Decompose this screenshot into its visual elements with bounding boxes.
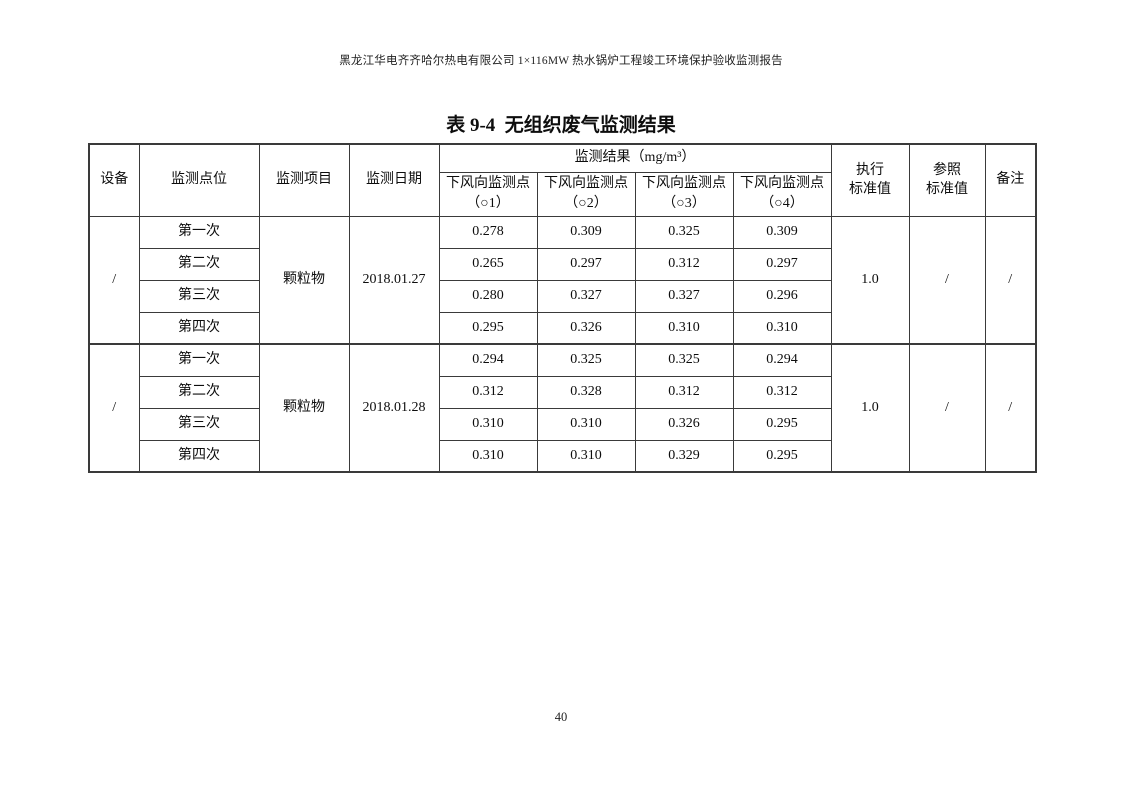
- cell-point: 第一次: [138, 215, 260, 249]
- cell-value: 0.310: [536, 407, 636, 441]
- downwind-3-line1: 下风向监测点: [642, 176, 726, 192]
- table-row: 第二次 0.312 0.328 0.312 0.312: [89, 375, 1036, 409]
- cell-point: 第二次: [138, 247, 260, 281]
- downwind-3-line2: （○3）: [662, 196, 706, 211]
- col-header-equipment: 设备: [88, 143, 140, 217]
- downwind-4-line2: （○4）: [760, 196, 804, 211]
- cell-item: 颗粒物: [258, 215, 350, 345]
- header-row-1: 设备 监测点位 监测项目 监测日期 监测结果（mg/m³） 执行 标准值 参照 …: [88, 143, 1037, 217]
- cell-value: 0.312: [438, 375, 538, 409]
- cell-point: 第三次: [138, 279, 260, 313]
- group-2018-01-28: / 第一次 颗粒物 2018.01.28 0.294 0.325 0.325 0…: [88, 343, 1037, 473]
- downwind-1-line2: （○1）: [466, 196, 510, 211]
- cell-value: 0.294: [438, 343, 538, 377]
- monitoring-results-table: 设备 监测点位 监测项目 监测日期 监测结果（mg/m³） 执行 标准值 参照 …: [88, 143, 1037, 473]
- group-2018-01-27: / 第一次 颗粒物 2018.01.27 0.278 0.309 0.325 0…: [88, 215, 1037, 345]
- table-row: / 第一次 颗粒物 2018.01.27 0.278 0.309 0.325 0…: [88, 215, 1037, 345]
- cell-point: 第二次: [138, 375, 260, 409]
- downwind-4-line1: 下风向监测点: [740, 176, 824, 192]
- cell-value: 0.280: [438, 279, 538, 313]
- cell-remark: /: [984, 343, 1037, 473]
- cell-value: 0.327: [536, 279, 636, 313]
- exec-standard-line2: 标准值: [849, 182, 891, 198]
- cell-value: 0.309: [732, 215, 832, 249]
- cell-point: 第四次: [138, 311, 260, 345]
- cell-value: 0.312: [634, 375, 734, 409]
- col-header-monitoring-date: 监测日期: [348, 143, 440, 217]
- cell-exec-standard: 1.0: [830, 343, 910, 473]
- cell-value: 0.310: [732, 311, 832, 345]
- exec-standard-line1: 执行: [856, 162, 884, 178]
- cell-value: 0.327: [634, 279, 734, 313]
- cell-value: 0.329: [634, 439, 734, 473]
- cell-date: 2018.01.28: [348, 343, 440, 473]
- table-row: 第三次 0.310 0.310 0.326 0.295: [89, 407, 1036, 441]
- col-header-downwind-1: 下风向监测点 （○1）: [438, 171, 538, 217]
- cell-equipment: /: [88, 343, 140, 473]
- table-title: 表 9-4 无组织废气监测结果: [446, 115, 676, 136]
- cell-value: 0.296: [732, 279, 832, 313]
- table-row: / 第一次 颗粒物 2018.01.28 0.294 0.325 0.325 0…: [88, 343, 1037, 473]
- col-header-exec-standard: 执行 标准值: [830, 143, 910, 217]
- table-row: 第四次 0.295 0.326 0.310 0.310: [89, 311, 1036, 345]
- cell-value: 0.326: [634, 407, 734, 441]
- cell-ref-standard: /: [908, 343, 986, 473]
- cell-value: 0.295: [732, 407, 832, 441]
- col-header-monitoring-point: 监测点位: [138, 143, 260, 217]
- cell-value: 0.295: [438, 311, 538, 345]
- cell-value: 0.325: [536, 343, 636, 377]
- cell-equipment: /: [88, 215, 140, 345]
- downwind-2-line2: （○2）: [564, 196, 608, 211]
- cell-value: 0.278: [438, 215, 538, 249]
- cell-value: 0.294: [732, 343, 832, 377]
- cell-value: 0.312: [732, 375, 832, 409]
- report-running-header: 黑龙江华电齐齐哈尔热电有限公司 1×116MW 热水锅炉工程竣工环境保护验收监测…: [339, 55, 783, 67]
- cell-value: 0.328: [536, 375, 636, 409]
- col-header-downwind-2: 下风向监测点 （○2）: [536, 171, 636, 217]
- downwind-2-line1: 下风向监测点: [544, 176, 628, 192]
- cell-value: 0.325: [634, 215, 734, 249]
- cell-value: 0.310: [536, 439, 636, 473]
- table-row: 第三次 0.280 0.327 0.327 0.296: [89, 279, 1036, 313]
- cell-value: 0.325: [634, 343, 734, 377]
- cell-value: 0.310: [438, 407, 538, 441]
- col-header-results-group: 监测结果（mg/m³）: [438, 143, 832, 173]
- cell-point: 第三次: [138, 407, 260, 441]
- cell-point: 第一次: [138, 343, 260, 377]
- cell-exec-standard: 1.0: [830, 215, 910, 345]
- col-header-ref-standard: 参照 标准值: [908, 143, 986, 217]
- cell-remark: /: [984, 215, 1037, 345]
- cell-date: 2018.01.27: [348, 215, 440, 345]
- cell-value: 0.310: [438, 439, 538, 473]
- ref-standard-line2: 标准值: [926, 182, 968, 198]
- table-row: 第二次 0.265 0.297 0.312 0.297: [89, 247, 1036, 281]
- col-header-downwind-3: 下风向监测点 （○3）: [634, 171, 734, 217]
- cell-item: 颗粒物: [258, 343, 350, 473]
- cell-value: 0.297: [536, 247, 636, 281]
- cell-point: 第四次: [138, 439, 260, 473]
- table-row: 第四次 0.310 0.310 0.329 0.295: [89, 439, 1036, 473]
- cell-value: 0.309: [536, 215, 636, 249]
- downwind-1-line1: 下风向监测点: [446, 176, 530, 192]
- cell-value: 0.312: [634, 247, 734, 281]
- cell-value: 0.265: [438, 247, 538, 281]
- col-header-remark: 备注: [984, 143, 1037, 217]
- table-header: 设备 监测点位 监测项目 监测日期 监测结果（mg/m³） 执行 标准值 参照 …: [88, 143, 1037, 217]
- ref-standard-line1: 参照: [933, 162, 961, 178]
- cell-ref-standard: /: [908, 215, 986, 345]
- header-row-2: 下风向监测点 （○1） 下风向监测点 （○2） 下风向监测点 （○3） 下风向监…: [89, 171, 1036, 217]
- cell-value: 0.326: [536, 311, 636, 345]
- page-number: 40: [554, 710, 568, 724]
- cell-value: 0.310: [634, 311, 734, 345]
- col-header-monitoring-item: 监测项目: [258, 143, 350, 217]
- cell-value: 0.295: [732, 439, 832, 473]
- cell-value: 0.297: [732, 247, 832, 281]
- col-header-downwind-4: 下风向监测点 （○4）: [732, 171, 832, 217]
